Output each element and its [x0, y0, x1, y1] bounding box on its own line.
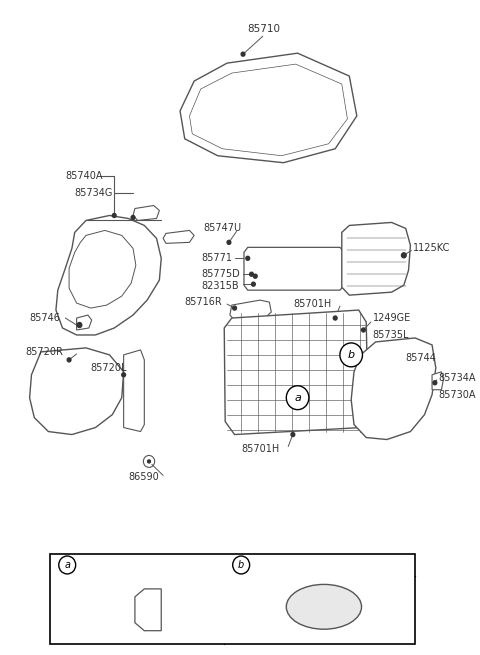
- Circle shape: [144, 625, 148, 629]
- Polygon shape: [30, 348, 124, 434]
- Text: 1125KC: 1125KC: [413, 244, 451, 253]
- Circle shape: [144, 624, 148, 629]
- Text: 85775D: 85775D: [202, 269, 240, 279]
- Circle shape: [159, 610, 164, 615]
- Circle shape: [148, 460, 150, 463]
- Text: 1336JA: 1336JA: [64, 604, 98, 614]
- Circle shape: [159, 594, 164, 599]
- Text: b: b: [238, 560, 244, 570]
- Bar: [50, 554, 415, 644]
- Text: 85720L: 85720L: [91, 363, 127, 373]
- Circle shape: [233, 556, 250, 574]
- Circle shape: [150, 629, 154, 633]
- Circle shape: [241, 52, 245, 56]
- Text: 85740A: 85740A: [65, 171, 103, 181]
- Polygon shape: [370, 348, 401, 372]
- Text: 85710: 85710: [248, 24, 281, 34]
- Text: 84129: 84129: [276, 560, 309, 570]
- Text: 85746: 85746: [30, 313, 60, 323]
- Circle shape: [159, 611, 163, 615]
- Circle shape: [122, 373, 125, 377]
- Text: 82315B: 82315B: [202, 281, 240, 291]
- Text: 85716R: 85716R: [185, 297, 223, 307]
- Polygon shape: [163, 231, 194, 244]
- Polygon shape: [230, 300, 271, 320]
- Text: 85730A: 85730A: [439, 390, 476, 400]
- Circle shape: [340, 343, 362, 367]
- Text: 85735L: 85735L: [373, 330, 409, 340]
- Polygon shape: [342, 223, 410, 295]
- Text: 85771: 85771: [202, 253, 233, 263]
- Ellipse shape: [286, 584, 361, 629]
- Text: a: a: [64, 560, 70, 570]
- Text: b: b: [348, 350, 355, 360]
- Circle shape: [433, 381, 437, 384]
- Circle shape: [250, 272, 253, 276]
- Polygon shape: [124, 350, 144, 432]
- Circle shape: [291, 432, 295, 436]
- Polygon shape: [77, 315, 92, 330]
- Text: 85701H: 85701H: [241, 445, 279, 455]
- Circle shape: [59, 556, 76, 574]
- Polygon shape: [180, 53, 357, 162]
- Text: 85734G: 85734G: [75, 187, 113, 198]
- Text: a: a: [294, 393, 301, 403]
- Circle shape: [246, 256, 250, 260]
- Circle shape: [361, 328, 365, 332]
- Polygon shape: [244, 248, 345, 290]
- Circle shape: [131, 215, 135, 219]
- Text: 85744: 85744: [406, 353, 437, 363]
- Polygon shape: [133, 206, 159, 221]
- Circle shape: [233, 306, 237, 310]
- Text: 86590: 86590: [128, 472, 159, 482]
- Circle shape: [67, 358, 71, 362]
- Polygon shape: [224, 310, 368, 434]
- Text: 85701H: 85701H: [293, 299, 331, 309]
- Circle shape: [401, 253, 406, 258]
- Text: 1416LF: 1416LF: [64, 587, 100, 597]
- Polygon shape: [351, 338, 436, 440]
- Polygon shape: [56, 215, 161, 335]
- Circle shape: [252, 282, 255, 286]
- Circle shape: [227, 240, 231, 244]
- Circle shape: [286, 386, 309, 409]
- Circle shape: [333, 316, 337, 320]
- Circle shape: [112, 214, 116, 217]
- Text: 85734A: 85734A: [439, 373, 476, 383]
- Circle shape: [253, 274, 257, 278]
- Text: 85791C: 85791C: [64, 619, 102, 629]
- Text: 85720R: 85720R: [25, 347, 63, 357]
- Polygon shape: [432, 372, 444, 390]
- Circle shape: [77, 322, 82, 328]
- Text: 1249GE: 1249GE: [373, 313, 411, 323]
- Text: 85747U: 85747U: [204, 223, 241, 233]
